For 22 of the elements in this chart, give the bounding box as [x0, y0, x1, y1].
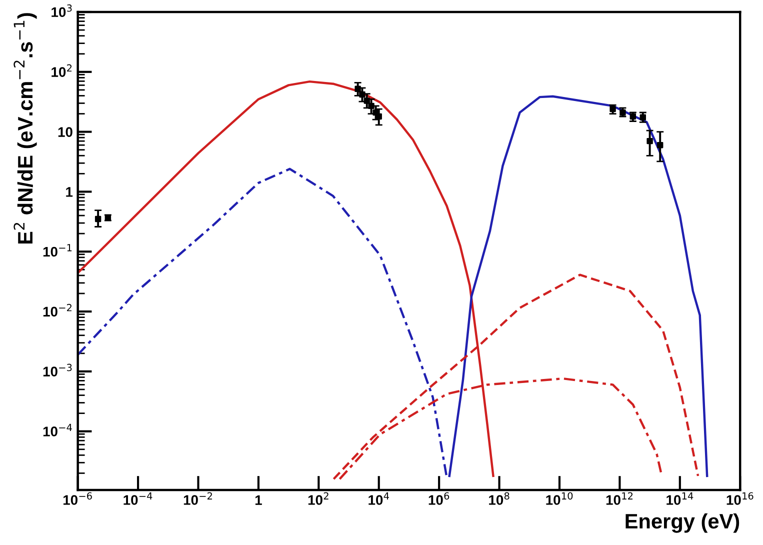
y-axis-title: E$^{2}$ dN/dE (eV.cm$^{−2}$.s$^{−1}$) [14, 13, 37, 244]
x-tick-label: 10$^{−2}$ [184, 492, 212, 505]
y-tick-label: 10$^{−2}$ [43, 304, 72, 317]
y-tick-label: 10$^{3}$ [52, 4, 72, 18]
x-tick-label: 10$^{14}$ [666, 492, 694, 505]
x-tick-label: 10$^{2}$ [308, 492, 328, 505]
y-tick-label: 10$^{−3}$ [43, 364, 72, 376]
x-tick-label: 10$^{16}$ [726, 492, 754, 505]
x-tick-label: 10$^{10}$ [546, 492, 573, 505]
x-tick-label: 10$^{−6}$ [63, 492, 92, 505]
x-tick-label: 10$^{−4}$ [124, 492, 152, 505]
x-tick-label: 1 [255, 495, 262, 505]
x-tick-label: 10$^{4}$ [368, 492, 389, 505]
x-tick-label: 10$^{6}$ [428, 492, 450, 505]
y-tick-label: 10$^{−1}$ [43, 244, 72, 257]
x-tick-label: 10$^{8}$ [489, 492, 510, 505]
y-tick-label: 10$^{−4}$ [43, 424, 72, 436]
y-tick-label: 1 [66, 187, 73, 197]
y-tick-label: 10$^{2}$ [52, 64, 72, 77]
x-axis-title: Energy (eV) [626, 513, 740, 533]
x-tick-label: 10$^{12}$ [606, 492, 633, 505]
y-tick-label: 10 [58, 127, 72, 137]
